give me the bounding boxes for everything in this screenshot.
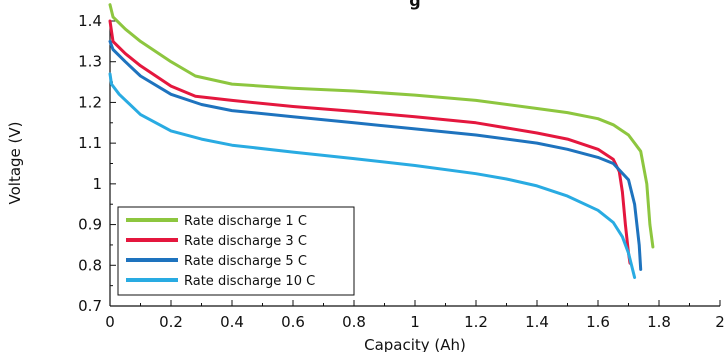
x-tick-label: 1.6	[586, 313, 610, 331]
x-tick-label: 0.2	[159, 313, 183, 331]
y-tick-label: 1.4	[78, 12, 102, 30]
x-tick-label: 0.8	[342, 313, 366, 331]
y-tick-label: 0.9	[78, 216, 102, 234]
x-axis-title: Capacity (Ah)	[364, 336, 466, 352]
x-tick-label: 1.2	[464, 313, 488, 331]
legend-label-2: Rate discharge 3 C	[184, 234, 307, 249]
x-tick-label: 0.4	[220, 313, 244, 331]
y-tick-label: 1	[92, 175, 102, 193]
y-tick-label: 1.1	[78, 134, 102, 152]
x-tick-label: 2	[715, 313, 725, 331]
legend-label-1: Rate discharge 1 C	[184, 214, 307, 229]
y-axis-title: Voltage (V)	[6, 122, 24, 205]
series-line-3	[108, 39, 643, 271]
x-tick-label: 1.4	[525, 313, 549, 331]
x-tick-label: 0	[105, 313, 115, 331]
legend-label-4: Rate discharge 10 C	[184, 274, 315, 289]
x-tick-label: 1.8	[647, 313, 671, 331]
series-line-4	[108, 72, 637, 279]
axes: 0.7 0.8 0.9 1 1.1 1.2 1.3 1.4 0 0.2 0.4 0.6 0.8 1 1.2 1…	[78, 12, 725, 331]
y-tick-label: 1.2	[78, 93, 102, 111]
y-tick-label: 0.7	[78, 297, 102, 315]
x-tick-label: 1	[410, 313, 420, 331]
series-line-2	[108, 19, 632, 265]
legend: Rate discharge 1 C Rate discharge 3 C Rate…	[117, 206, 355, 296]
plot-lines	[108, 3, 655, 279]
legend-label-3: Rate discharge 5 C	[184, 254, 307, 269]
chart-title: g	[409, 0, 420, 10]
x-tick-label: 0.6	[281, 313, 305, 331]
series-line-1	[108, 3, 655, 249]
y-tick-label: 0.8	[78, 256, 102, 274]
y-tick-label: 1.3	[78, 53, 102, 71]
